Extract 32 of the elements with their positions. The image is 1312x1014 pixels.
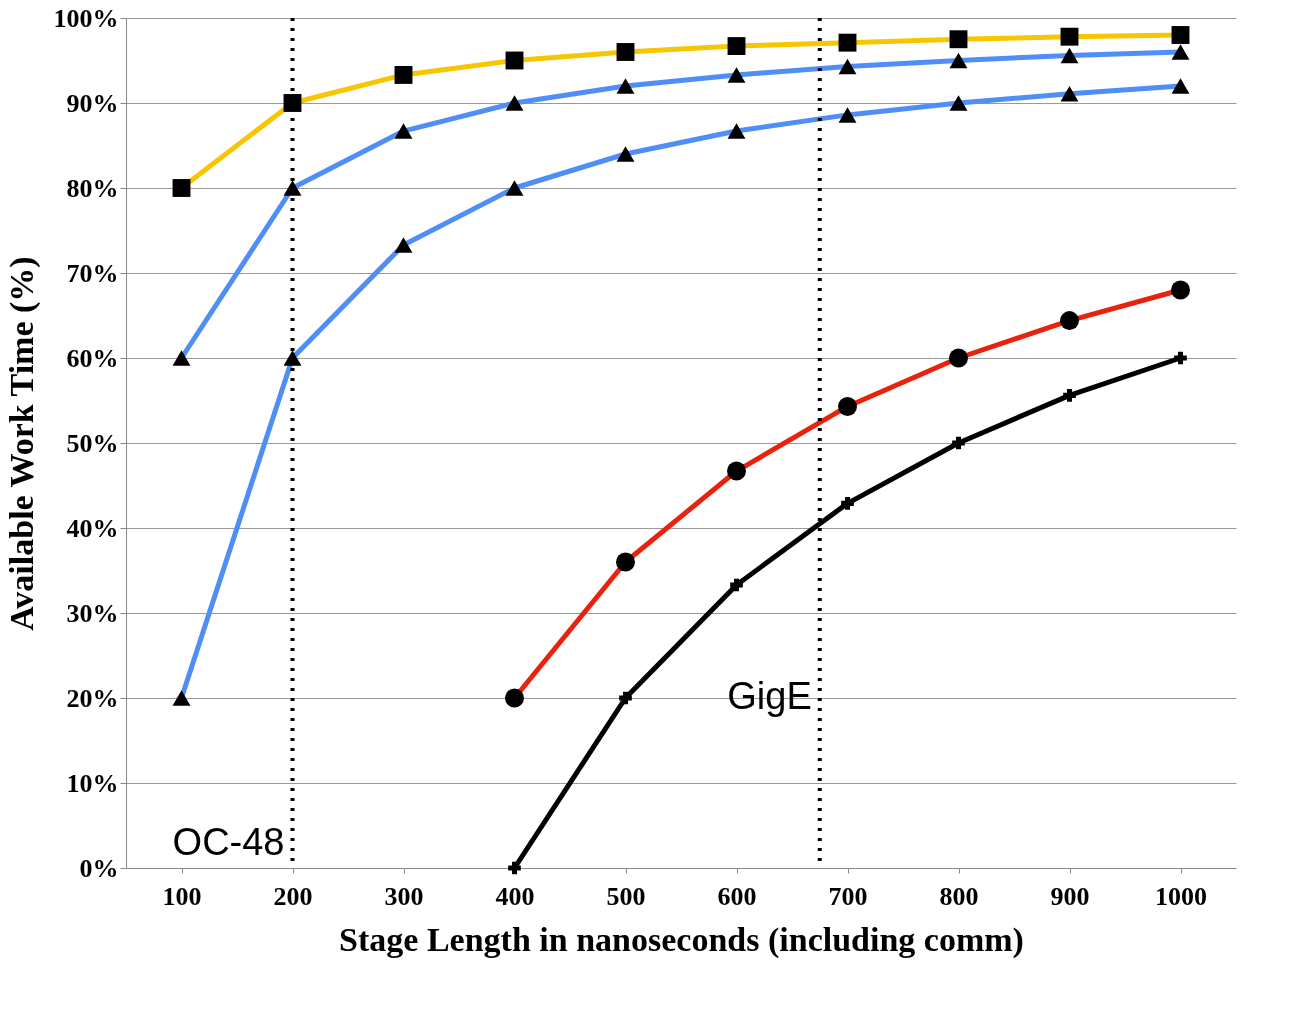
- point: [1063, 389, 1076, 402]
- y-tick-label: 70%: [66, 258, 119, 288]
- point: [1174, 351, 1187, 365]
- y-axis-title: Available Work Time (%): [2, 256, 41, 631]
- y-tick-label: 80%: [66, 173, 119, 203]
- point: [508, 861, 521, 875]
- y-tick-label: 0%: [79, 853, 119, 883]
- y-tick-label: 90%: [66, 88, 119, 118]
- x-tick-label: 200: [273, 881, 313, 911]
- point: [841, 497, 854, 510]
- x-tick-label: 300: [384, 881, 424, 911]
- x-tick-label: 800: [939, 881, 979, 911]
- x-tick-label: 500: [606, 881, 646, 911]
- x-tick-label: 400: [495, 881, 535, 911]
- y-tick-label: 60%: [66, 343, 119, 373]
- y-tick-label: 50%: [66, 428, 119, 458]
- x-tick-label: 1000: [1155, 881, 1207, 911]
- y-tick-label: 100%: [53, 3, 119, 33]
- y-tick-label: 10%: [66, 768, 119, 798]
- point: [619, 691, 632, 705]
- y-tick-label: 30%: [66, 598, 119, 628]
- x-tick-label: 900: [1050, 881, 1090, 911]
- y-tick-label: 20%: [66, 683, 119, 713]
- x-tick-label: 600: [717, 881, 757, 911]
- x-axis-title: Stage Length in nanoseconds (including comm): [339, 920, 1024, 959]
- point: [952, 436, 965, 450]
- ref-line-label: OC-48: [172, 821, 285, 863]
- x-tick-label: 100: [162, 881, 202, 911]
- x-tick-label: 700: [828, 881, 868, 911]
- y-tick-label: 40%: [66, 513, 119, 543]
- ref-line-label: GigE: [727, 675, 812, 717]
- point: [730, 578, 743, 592]
